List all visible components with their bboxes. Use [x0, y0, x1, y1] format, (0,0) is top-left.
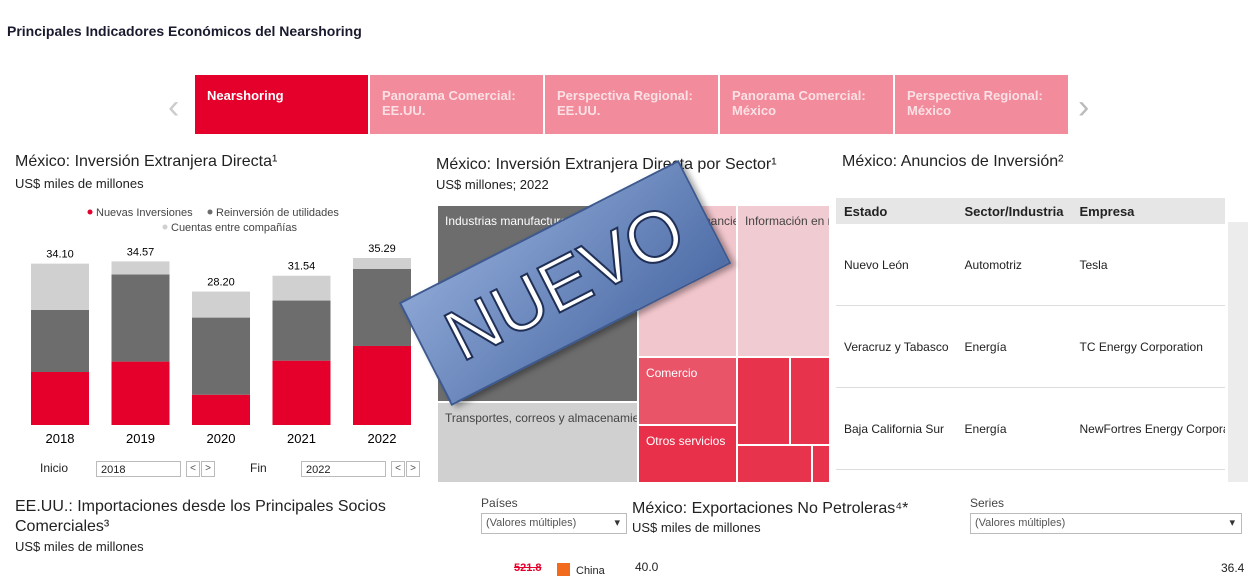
table-row: Baja California Sur Energía NewFortres Ene…: [836, 387, 1225, 470]
tab[interactable]: Perspectiva Regional: EE.UU.: [545, 75, 718, 134]
bar-segment: [111, 361, 170, 425]
bar-segment: [111, 261, 170, 275]
table-cell: Tesla: [1071, 224, 1225, 306]
next-arrow[interactable]: ›: [1078, 88, 1090, 126]
prev-arrow[interactable]: ‹: [168, 88, 180, 126]
legend-dot: [87, 209, 93, 215]
chart-subtitle: US$ millones; 2022: [436, 177, 549, 192]
treemap-cell: Información en medios masivos: [736, 205, 830, 357]
bar-segment: [31, 371, 89, 425]
page-title: Principales Indicadores Económicos del N…: [7, 23, 362, 39]
bar-segment: [192, 317, 250, 395]
prev-button[interactable]: <: [186, 461, 200, 477]
tab[interactable]: Panorama Comercial: EE.UU.: [370, 75, 543, 134]
cell-label: Otros servicios: [645, 434, 726, 448]
table-title: México: Anuncios de Inversión²: [842, 153, 1064, 170]
treemap-cell: [811, 444, 830, 483]
x-tick-label: 2019: [126, 431, 155, 446]
table-cell: Automotriz: [956, 224, 1072, 306]
treemap-cell: Transportes, correos y almacenamiento: [437, 401, 638, 483]
bar-chart: Nuevas Inversiones Reinversión de utilida…: [31, 207, 411, 446]
chart-subtitle: US$ miles de millones: [15, 176, 144, 191]
chart-title: México: Inversión Extranjera Directa¹: [15, 153, 278, 170]
x-tick-label: 2021: [287, 431, 316, 446]
chart-subtitle: US$ miles de millones: [632, 520, 761, 535]
table-row: Nuevo LeónAutomotrizTesla5,000: [836, 224, 1225, 306]
cell-label: Comercio: [645, 366, 698, 380]
table-cell: Veracruz y Tabasco: [836, 305, 957, 388]
bar-segment: [192, 291, 250, 318]
filter-label: Países: [481, 496, 518, 510]
table-cell: Energía: [956, 305, 1072, 388]
bar-segment: [31, 263, 89, 311]
total-label: 34.10: [46, 249, 74, 261]
legend-label: China: [576, 565, 605, 577]
start-label: Inicio: [40, 461, 69, 475]
table-cell: Nuevo León: [836, 224, 957, 306]
start-input[interactable]: 2018: [96, 461, 181, 477]
total-label: 31.54: [288, 261, 316, 273]
column-header: Estado: [844, 203, 888, 219]
next-button[interactable]: >: [406, 461, 420, 477]
filter-dropdown[interactable]: (Valores múltiples): [970, 513, 1242, 534]
table-row: Veracruz y Tabasco Energía TC Energy Corpo…: [836, 305, 1225, 388]
x-tick-label: 2020: [207, 431, 236, 446]
column-header: Sector/Industria: [964, 203, 1064, 219]
axis-label: 40.0: [635, 560, 659, 574]
value-label: 36.4: [1221, 561, 1245, 575]
end-label: Fin: [250, 461, 267, 475]
table-cell: Energía: [956, 387, 1072, 470]
cell-label: Transportes, correos y almacenamiento: [445, 410, 638, 425]
bar-segment: [272, 300, 331, 361]
prev-button[interactable]: <: [391, 461, 405, 477]
treemap-cell: Comercio: [637, 357, 737, 425]
treemap-cell: [736, 444, 812, 483]
legend-label: Nuevas Inversiones: [96, 207, 193, 219]
bar-segment: [353, 345, 411, 425]
total-label: 35.29: [368, 243, 396, 255]
cell-label: Industrias manufactureras: [445, 214, 584, 228]
legend-label: Cuentas entre compañías: [171, 222, 297, 234]
value-label: 521.8: [514, 562, 542, 574]
chart-subtitle: US$ miles de millones: [15, 539, 144, 554]
chart-title: EE.UU.: Importaciones desde los Principa…: [15, 498, 386, 535]
legend-swatch: [557, 563, 570, 576]
bar-segment: [353, 258, 411, 269]
tab[interactable]: Perspectiva Regional: México: [895, 75, 1068, 134]
table-cell: TC Energy Corporation: [1071, 305, 1225, 388]
legend-label: Reinversión de utilidades: [216, 207, 339, 219]
scrollbar[interactable]: [1228, 222, 1248, 482]
tab[interactable]: Panorama Comercial: México: [720, 75, 893, 134]
end-input[interactable]: 2022: [301, 461, 386, 477]
bar-segment: [192, 394, 250, 425]
chart-title: México: Exportaciones No Petroleras⁴*: [632, 500, 909, 517]
bar-segment: [31, 310, 89, 372]
chart-title: México: Inversión Extranjera Directa por…: [436, 156, 777, 173]
total-label: 34.57: [127, 246, 155, 258]
legend-dot: [162, 224, 168, 230]
table-cell: NewFortres Energy Corporation: [1071, 387, 1225, 470]
cell-label: Información en medios masivos: [744, 214, 829, 228]
total-label: 28.20: [207, 277, 235, 289]
treemap-cell: [790, 357, 830, 445]
column-header: Empresa: [1079, 203, 1135, 219]
x-tick-label: 2022: [368, 431, 397, 446]
next-button[interactable]: >: [201, 461, 215, 477]
bar-segment: [111, 274, 170, 362]
filter-label: Series: [970, 496, 1005, 510]
treemap-cell: Otros servicios: [637, 425, 737, 483]
bar-segment: [272, 360, 331, 425]
tab[interactable]: Nearshoring: [195, 75, 368, 134]
filter-dropdown[interactable]: (Valores múltiples): [481, 513, 627, 534]
legend-dot: [207, 209, 213, 215]
treemap-cell: [736, 357, 790, 445]
table-cell: Baja California Sur: [836, 387, 957, 470]
x-tick-label: 2018: [46, 431, 75, 446]
bar-segment: [272, 275, 331, 301]
